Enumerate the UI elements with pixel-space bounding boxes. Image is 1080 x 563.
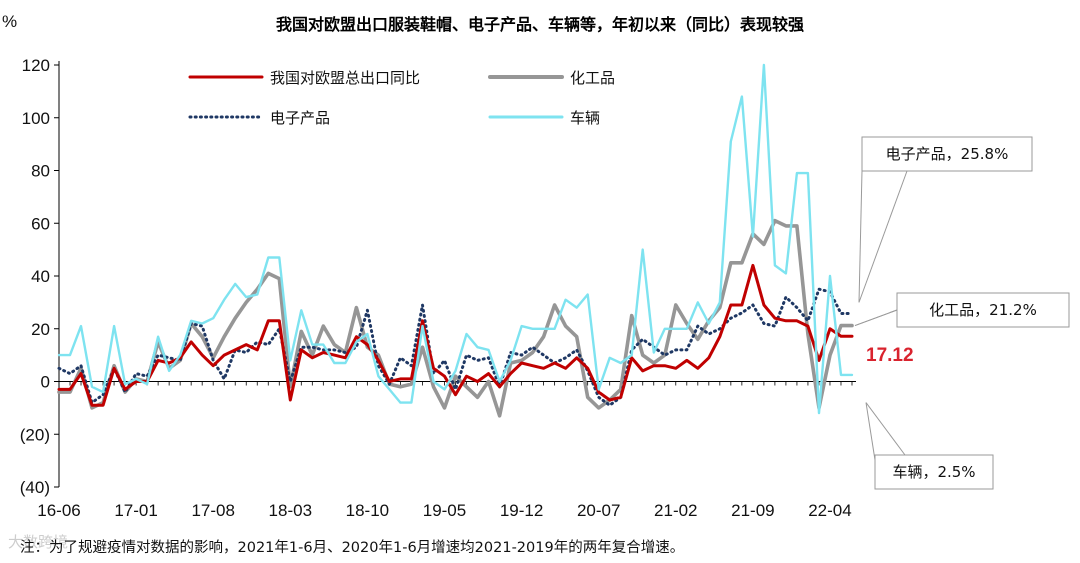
legend-label-3: 电子产品 (270, 109, 330, 127)
y-tick-label: 80 (31, 162, 50, 181)
x-tick-label: 18-03 (269, 501, 312, 520)
callout-pointer (858, 170, 908, 303)
x-tick-label: 21-02 (654, 501, 697, 520)
x-tick-label: 19-05 (423, 501, 466, 520)
callouts: 电子产品，25.8% 化工品，21.2% 车辆，2.5% 17.12 (854, 136, 1070, 490)
y-tick-label: (40) (20, 478, 50, 497)
callout-label-1: 电子产品，25.8% (886, 145, 1009, 163)
callout-label-2: 化工品，21.2% (929, 301, 1037, 319)
series-line-4 (57, 63, 854, 415)
callout-label-3: 车辆，2.5% (892, 463, 975, 481)
y-tick-label: 40 (31, 267, 50, 286)
x-tick-label: 22-04 (808, 501, 851, 520)
x-tick-label: 16-06 (37, 501, 80, 520)
y-tick-label: 60 (31, 214, 50, 233)
x-tick-label: 17-08 (191, 501, 234, 520)
y-tick-label: 0 (41, 373, 50, 392)
axes: (40) (20) 0 20 40 60 80 100 120 16-06 17-01 17-08 18… (20, 56, 856, 520)
x-tick-label: 19-12 (500, 501, 543, 520)
callout-pointer (858, 170, 863, 303)
series-layer (57, 63, 854, 418)
x-tick-label: 20-07 (577, 501, 620, 520)
y-tick-label: 20 (31, 320, 50, 339)
callout-pointer (865, 402, 876, 461)
callout-pointer (854, 309, 898, 327)
callout-pointer (865, 402, 906, 456)
legend-label-1: 我国对欧盟总出口同比 (270, 69, 420, 87)
x-tick-label: 18-10 (346, 501, 389, 520)
series-line-1 (57, 263, 854, 407)
y-tick-label: 100 (22, 109, 50, 128)
y-tick-label: 120 (22, 56, 50, 75)
y-tick-label: (20) (20, 425, 50, 444)
callout-box (896, 292, 1070, 328)
legend-label-4: 车辆 (570, 109, 600, 127)
watermark: 大数跨境 (8, 533, 69, 551)
x-tick-label: 21-09 (731, 501, 774, 520)
callout-box (874, 454, 994, 490)
series-line-3 (57, 287, 854, 407)
legend-label-2: 化工品 (570, 69, 615, 87)
y-axis-unit: % (2, 12, 17, 31)
callout-box (861, 136, 1033, 172)
final-value-label: 17.12 (866, 345, 914, 366)
footnote: 注：为了规避疫情对数据的影响，2021年1-6月、2020年1-6月增速均202… (20, 540, 685, 556)
chart-title: 我国对欧盟出口服装鞋帽、电子产品、车辆等，年初以来（同比）表现较强 (276, 15, 804, 34)
x-tick-label: 17-01 (114, 501, 157, 520)
